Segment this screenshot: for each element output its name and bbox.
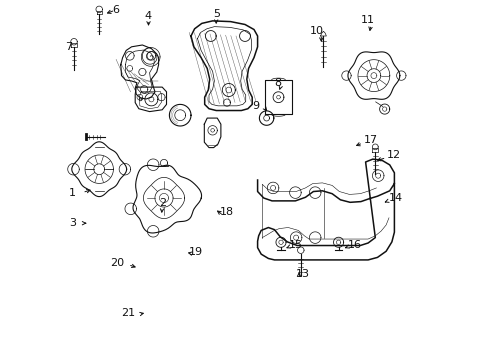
Text: 10: 10 xyxy=(310,26,324,36)
Text: 13: 13 xyxy=(295,269,310,279)
Text: 20: 20 xyxy=(110,258,124,268)
Text: 5: 5 xyxy=(213,9,220,19)
Text: 18: 18 xyxy=(220,207,234,217)
Text: 4: 4 xyxy=(144,11,151,21)
Text: 21: 21 xyxy=(121,308,135,318)
Text: 6: 6 xyxy=(112,5,119,15)
Text: 14: 14 xyxy=(389,193,403,203)
Text: 12: 12 xyxy=(387,150,401,160)
Text: 17: 17 xyxy=(364,135,378,145)
Text: 7: 7 xyxy=(65,42,72,52)
Text: 11: 11 xyxy=(361,15,374,25)
Text: 8: 8 xyxy=(274,78,281,88)
Text: 9: 9 xyxy=(252,101,259,111)
Text: 2: 2 xyxy=(159,198,166,208)
Text: 3: 3 xyxy=(69,218,76,228)
Text: 19: 19 xyxy=(189,247,203,257)
Text: 15: 15 xyxy=(289,240,303,250)
Text: 1: 1 xyxy=(69,188,76,198)
Text: 16: 16 xyxy=(347,240,362,250)
